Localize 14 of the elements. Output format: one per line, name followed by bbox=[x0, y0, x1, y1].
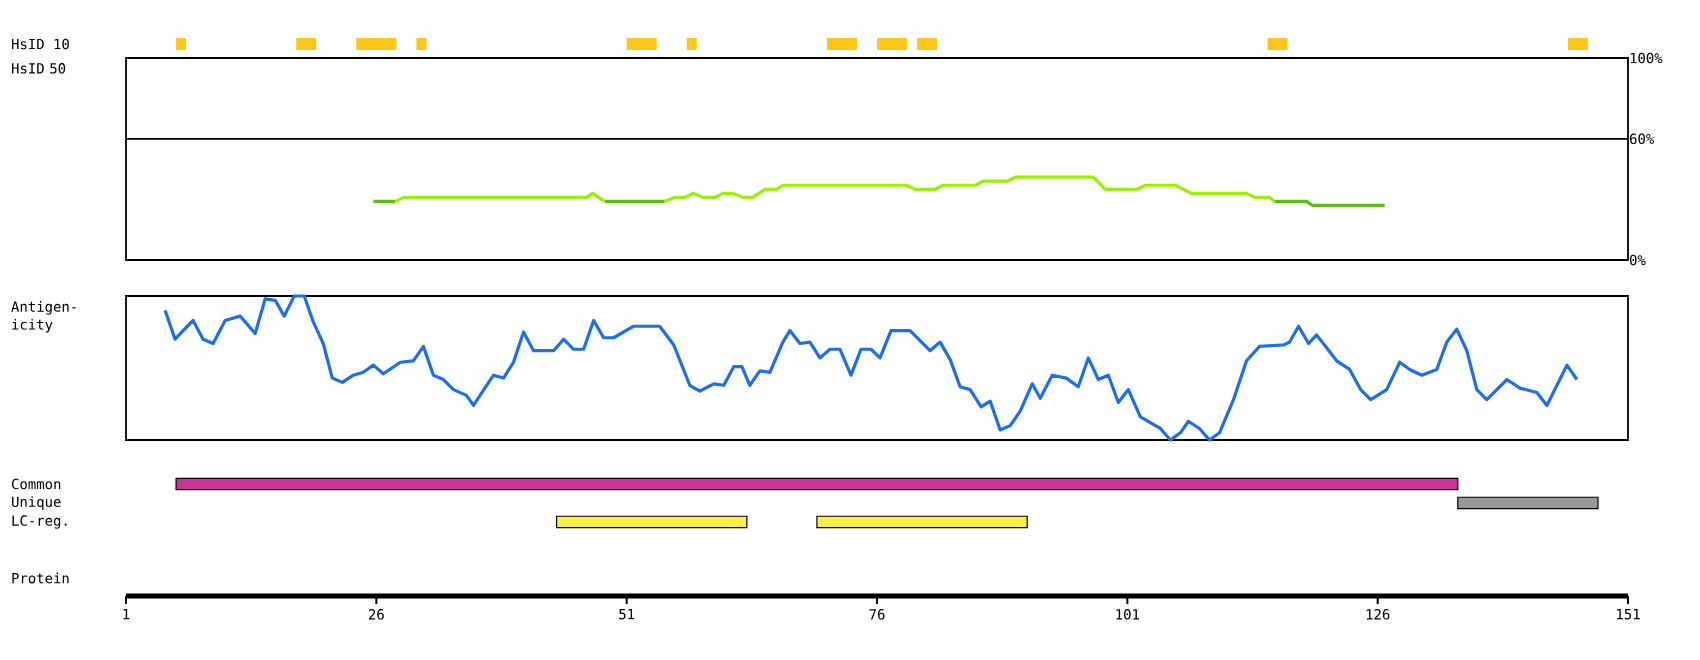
bar bbox=[816, 515, 1028, 529]
bar bbox=[356, 37, 397, 50]
bar bbox=[175, 477, 1459, 491]
bar bbox=[626, 37, 657, 50]
bar bbox=[1567, 37, 1588, 50]
bar bbox=[296, 37, 317, 50]
bar bbox=[686, 37, 697, 50]
bar bbox=[917, 37, 938, 50]
bar bbox=[1457, 496, 1599, 510]
bar bbox=[416, 37, 427, 50]
bar bbox=[826, 37, 857, 50]
bar bbox=[877, 37, 908, 50]
bar bbox=[1267, 37, 1288, 50]
bar bbox=[176, 37, 187, 50]
